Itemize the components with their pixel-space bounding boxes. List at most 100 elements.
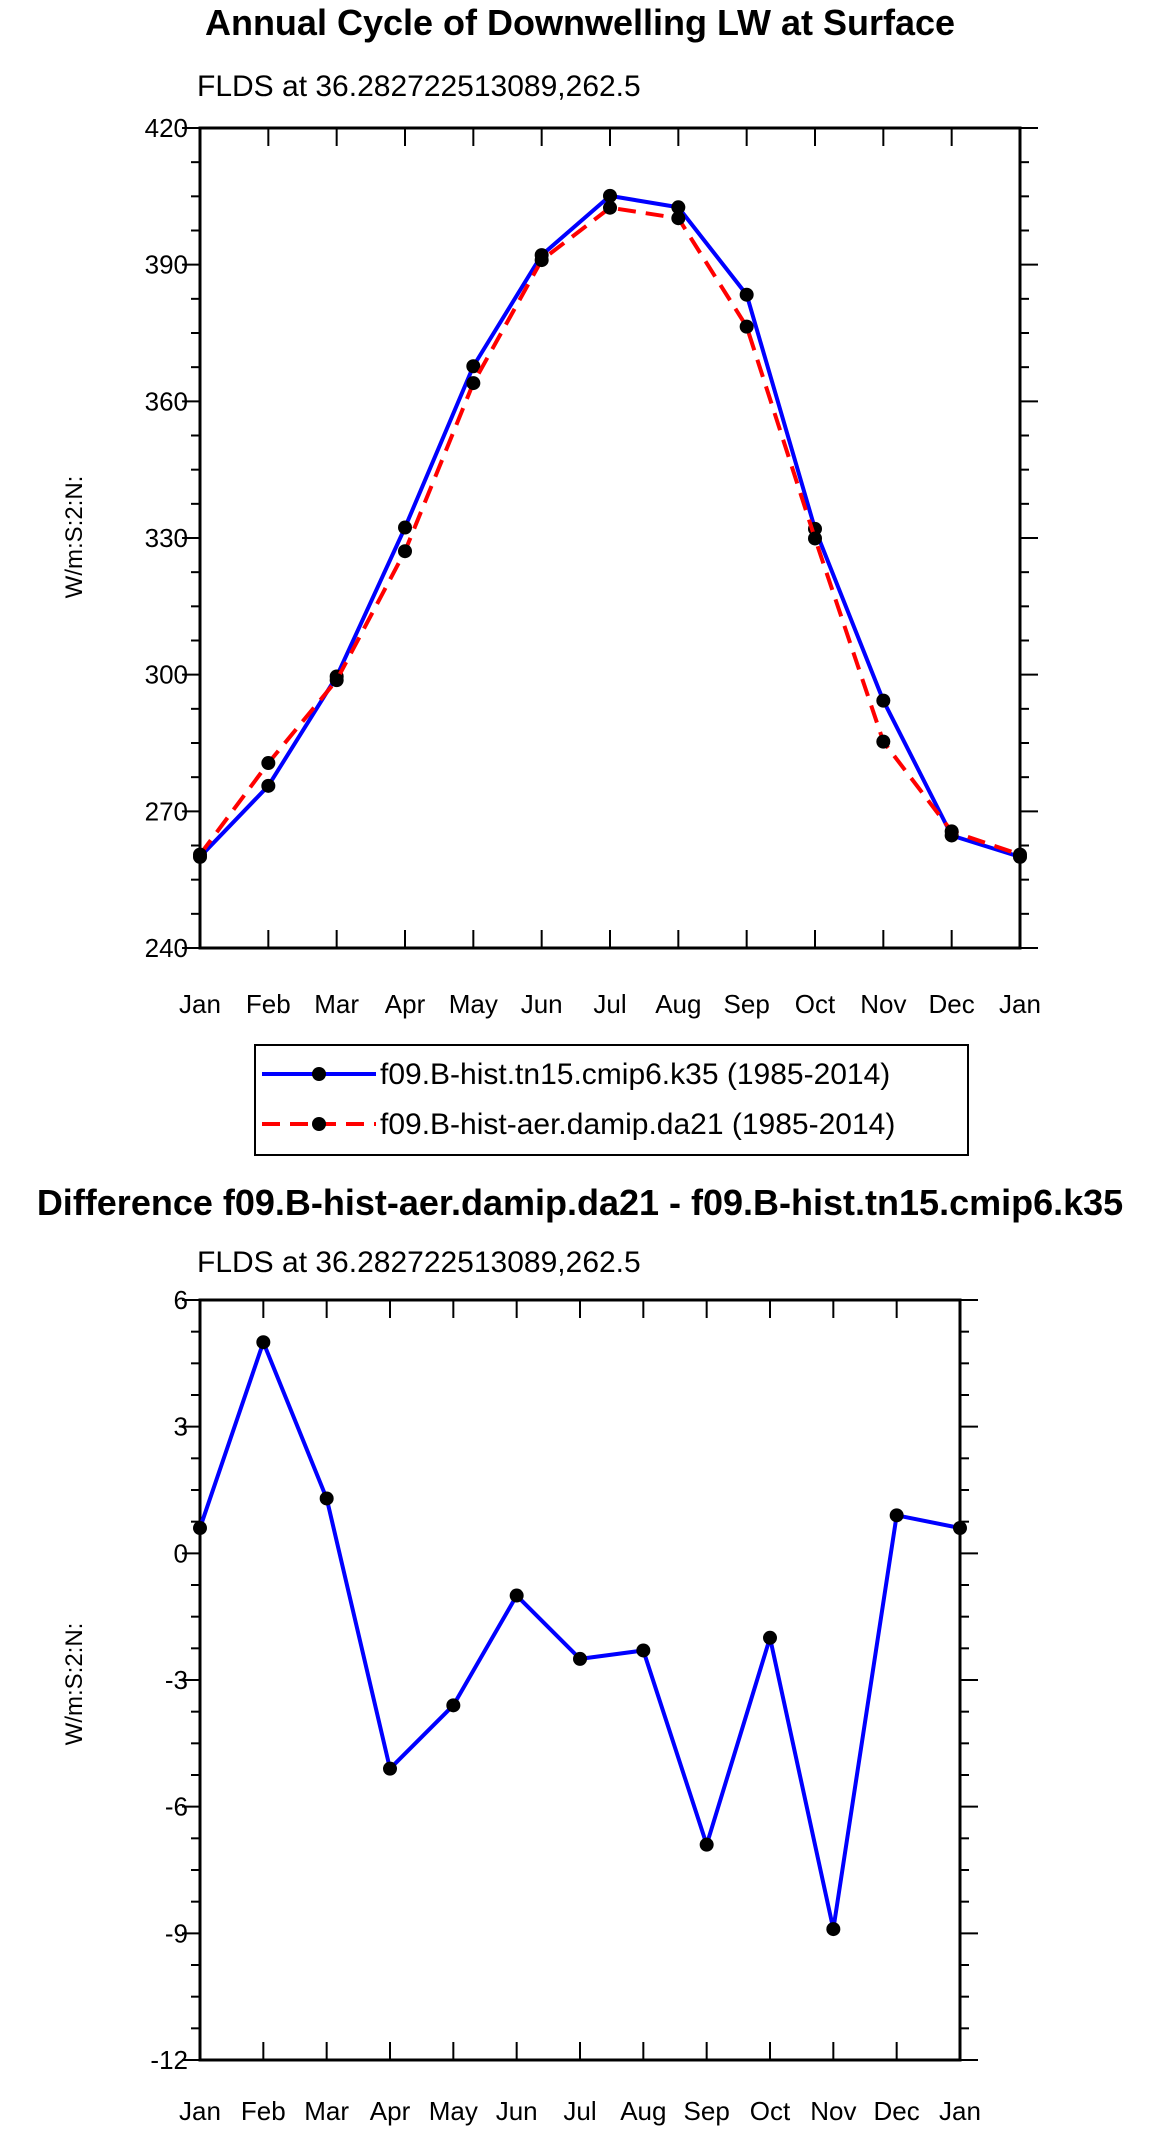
y-axis-label: W/m:S:2:N:	[61, 1623, 88, 1746]
legend-marker-series-1	[312, 1067, 326, 1081]
y-tick-label: -12	[150, 2045, 188, 2075]
data-point	[826, 1922, 841, 1937]
legend-marker-series-2	[312, 1117, 326, 1131]
y-tick-label: 3	[174, 1412, 188, 1442]
y-tick-labels: 240 270 300 330 360 390 420	[145, 113, 188, 963]
chart-title: Difference f09.B-hist-aer.damip.da21 - f…	[37, 1182, 1123, 1223]
legend-label-series-1: f09.B-hist.tn15.cmip6.k35 (1985-2014)	[380, 1058, 890, 1091]
data-point	[509, 1588, 524, 1603]
legend-label-series-2: f09.B-hist-aer.damip.da21 (1985-2014)	[380, 1108, 895, 1141]
y-tick-label: 6	[174, 1285, 188, 1315]
y-tick-label: 240	[145, 933, 188, 963]
data-point	[329, 673, 344, 688]
x-tick-label: Jan	[179, 989, 221, 1019]
data-point	[739, 287, 754, 302]
x-tick-label: Apr	[385, 989, 426, 1019]
y-axis-label: W/m:S:2:N:	[61, 476, 88, 599]
x-tick-label: Oct	[795, 989, 836, 1019]
data-point	[876, 734, 891, 749]
difference-chart: Difference f09.B-hist-aer.damip.da21 - f…	[37, 1182, 1123, 2126]
data-point	[383, 1761, 397, 1776]
data-point	[534, 253, 549, 268]
x-tick-label: Apr	[370, 2096, 411, 2126]
axes-frame	[182, 126, 1038, 950]
x-tick-label: Jul	[593, 989, 626, 1019]
series-line-2	[198, 205, 1021, 857]
data-point	[603, 200, 617, 215]
y-tick-labels: -12 -9 -6 -3 0 3 6	[150, 1285, 188, 2075]
axes-frame	[182, 1298, 978, 2062]
x-tick-label: Mar	[314, 989, 359, 1019]
series-line-1	[198, 1340, 961, 1932]
x-tick-label: Feb	[246, 989, 291, 1019]
x-tick-label: Jan	[939, 2096, 981, 2126]
x-tick-label: Jul	[563, 2096, 596, 2126]
x-tick-label: Dec	[874, 2096, 920, 2126]
y-tick-label: -3	[165, 1665, 188, 1695]
data-point	[876, 693, 891, 708]
data-point	[671, 200, 686, 215]
data-point	[953, 1521, 967, 1535]
x-tick-label: Dec	[929, 989, 975, 1019]
data-point	[671, 211, 686, 226]
y-tick-label: 0	[174, 1538, 188, 1568]
data-point	[889, 1508, 904, 1523]
x-tick-label: Feb	[241, 2096, 286, 2126]
data-point	[739, 319, 754, 334]
x-tick-label: Jan	[999, 989, 1041, 1019]
y-tick-label: 390	[145, 250, 188, 280]
data-point	[636, 1643, 651, 1658]
data-point	[193, 1521, 207, 1535]
plot-frame	[198, 126, 1022, 950]
x-tick-label: Mar	[304, 2096, 349, 2126]
data-point	[398, 544, 412, 559]
data-point	[446, 1698, 461, 1713]
y-tick-label: 270	[145, 796, 188, 826]
chart-title: Annual Cycle of Downwelling LW at Surfac…	[205, 2, 955, 43]
x-tick-label: Jun	[521, 989, 563, 1019]
data-point	[699, 1837, 714, 1852]
x-tick-label: May	[449, 989, 498, 1019]
y-tick-label: 300	[145, 660, 188, 690]
x-tick-labels: Jan Feb Mar Apr May Jun Jul Aug Sep Oct Nov Dec Jan	[179, 989, 1041, 1019]
y-tick-label: 330	[145, 523, 188, 553]
y-tick-label: -9	[165, 1918, 188, 1948]
plot-frame	[198, 1298, 962, 2062]
y-tick-label: 420	[145, 113, 188, 143]
data-point	[466, 359, 481, 374]
x-tick-labels: Jan Feb Mar Apr May Jun Jul Aug Sep Oct Nov Dec Jan	[179, 2096, 981, 2126]
data-point	[763, 1630, 777, 1645]
x-tick-label: Jan	[179, 2096, 221, 2126]
data-point	[193, 847, 207, 862]
chart-subtitle: FLDS at 36.282722513089,262.5	[197, 1246, 641, 1279]
data-point	[573, 1651, 587, 1666]
legend: f09.B-hist.tn15.cmip6.k35 (1985-2014) f0…	[254, 1044, 969, 1156]
series-layer	[193, 1335, 967, 1937]
y-tick-label: 360	[145, 386, 188, 416]
annual-cycle-chart: Annual Cycle of Downwelling LW at Surfac…	[61, 2, 1041, 1156]
data-point	[808, 531, 822, 546]
data-point	[466, 376, 481, 391]
x-tick-label: Nov	[810, 2096, 856, 2126]
x-tick-label: Oct	[750, 2096, 791, 2126]
data-point	[944, 824, 959, 839]
data-point	[603, 188, 617, 203]
series-layer	[193, 188, 1027, 864]
data-point	[256, 1335, 271, 1350]
x-tick-label: Aug	[655, 989, 701, 1019]
legend-box	[254, 1044, 969, 1156]
x-tick-label: Sep	[724, 989, 770, 1019]
x-tick-label: Nov	[860, 989, 906, 1019]
data-point	[398, 520, 412, 535]
data-point	[1013, 847, 1027, 862]
data-point	[261, 756, 276, 771]
chart-subtitle: FLDS at 36.282722513089,262.5	[197, 70, 641, 103]
x-tick-label: May	[429, 2096, 478, 2126]
x-tick-label: Aug	[620, 2096, 666, 2126]
data-point	[319, 1491, 334, 1506]
data-point	[261, 778, 276, 793]
y-tick-label: -6	[165, 1792, 188, 1822]
x-tick-label: Jun	[496, 2096, 538, 2126]
x-tick-label: Sep	[684, 2096, 730, 2126]
